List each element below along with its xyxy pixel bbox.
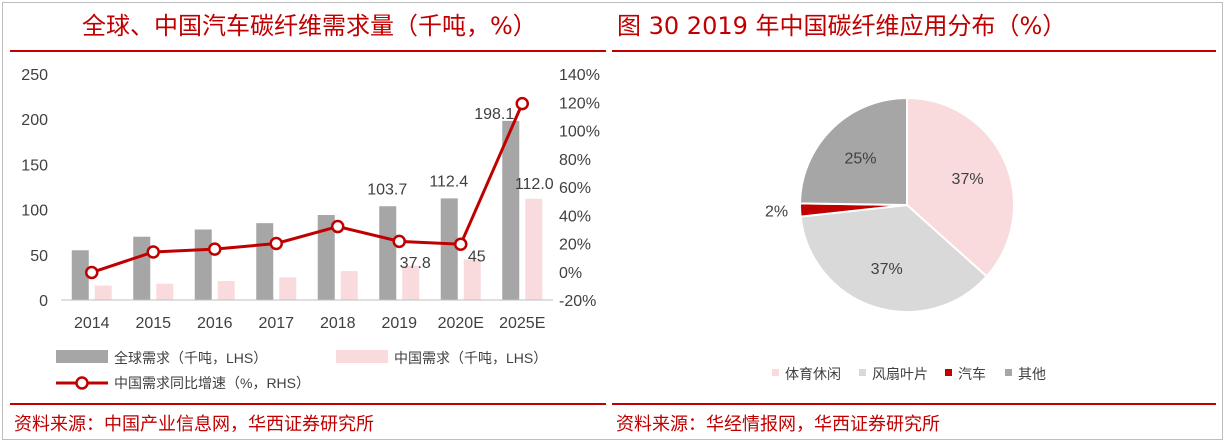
left-axis-tick-label: 50: [30, 248, 48, 265]
global-demand-bar: [194, 229, 212, 300]
x-axis-tick-label: 2015: [135, 315, 171, 332]
pie-slice-label: 37%: [871, 261, 903, 278]
legend-china-label: 中国需求（千吨，LHS）: [394, 350, 547, 366]
left-axis-tick-label: 100: [21, 203, 48, 220]
right-source-rule: [612, 403, 1216, 405]
pie-legend-label: 其他: [1018, 366, 1046, 382]
right-axis-tick-label: 140%: [559, 67, 600, 84]
global-demand-bar: [502, 120, 520, 300]
global-demand-bar: [440, 198, 458, 300]
global-demand-bar: [256, 223, 274, 300]
pie-legend-label: 体育休闲: [785, 366, 841, 382]
pie-slice-label: 37%: [952, 171, 984, 188]
right-axis-tick-label: 80%: [559, 152, 591, 169]
growth-rate-point: [331, 219, 345, 234]
growth-rate-point: [269, 236, 283, 251]
china-demand-bar: [279, 277, 297, 300]
pie-slice: [799, 203, 989, 313]
growth-rate-point: [515, 96, 529, 111]
left-source-rule: [10, 403, 606, 405]
china-demand-data-label: 45: [468, 248, 486, 265]
china-demand-bar: [94, 285, 112, 300]
left-panel-title: 全球、中国汽车碳纤维需求量（千吨，%）: [82, 12, 537, 40]
global-demand-bar: [317, 215, 335, 300]
right-axis-tick-label: 20%: [559, 237, 591, 254]
global-demand-bar: [379, 206, 397, 300]
x-axis-tick-label: 2025E: [499, 315, 545, 332]
global-demand-data-label: 198.1: [474, 106, 514, 123]
legend-global-swatch: [56, 350, 108, 363]
left-axis-tick-label: 150: [21, 157, 48, 174]
legend-china-swatch: [336, 350, 388, 363]
growth-rate-line: [91, 103, 524, 274]
right-axis-tick-label: 0%: [559, 265, 582, 282]
china-demand-bar: [217, 281, 235, 300]
x-axis-tick-label: 2017: [258, 315, 294, 332]
global-demand-bar: [71, 250, 89, 300]
right-axis-tick-label: 40%: [559, 208, 591, 225]
pie-slice: [906, 96, 1015, 278]
right-axis-tick-label: -20%: [559, 293, 596, 310]
global-demand-bar: [133, 236, 151, 300]
left-source-note: 资料来源：中国产业信息网，华西证券研究所: [14, 414, 374, 435]
global-demand-data-label: 103.7: [367, 181, 407, 198]
china-demand-bar: [402, 265, 420, 300]
left-axis-tick-label: 0: [39, 293, 48, 310]
pie-legend-swatch: [859, 369, 866, 376]
china-demand-bar: [340, 271, 358, 300]
legend-growth-marker: [75, 376, 89, 390]
pie-slice: [798, 96, 908, 207]
x-axis-tick-label: 2019: [381, 315, 417, 332]
right-panel-title: 图 30 2019 年中国碳纤维应用分布（%）: [617, 12, 1067, 40]
right-axis-tick-label: 60%: [559, 180, 591, 197]
china-demand-bar: [463, 259, 481, 300]
china-demand-data-label: 112.0: [515, 176, 554, 193]
growth-rate-point: [454, 237, 468, 251]
growth-rate-point: [392, 234, 406, 249]
pie-legend-swatch: [772, 369, 779, 376]
x-axis-tick-label: 2018: [320, 315, 356, 332]
pie-legend-swatch: [945, 369, 952, 376]
right-axis-tick-label: 120%: [559, 95, 600, 112]
right-title-rule: [612, 50, 1216, 52]
pie-slice-label: 2%: [765, 204, 788, 221]
growth-rate-point: [85, 265, 99, 280]
pie-slice-label: 25%: [844, 151, 876, 168]
legend-global-label: 全球需求（千吨，LHS）: [114, 350, 267, 366]
right-source-note: 资料来源：华经情报网，华西证券研究所: [616, 414, 940, 435]
pie-legend-label: 汽车: [958, 366, 986, 382]
x-axis-tick-label: 2016: [197, 315, 233, 332]
left-axis-tick-label: 250: [21, 67, 48, 84]
legend-growth-label: 中国需求同比增速（%，RHS）: [114, 375, 310, 391]
china-demand-bar: [156, 283, 174, 300]
demand-combo-chart: 0 50 100 150 200 250 -20% 0% 20% 40% 60% 80% 100% 12…: [21, 67, 600, 391]
left-axis-tick-label: 200: [21, 112, 48, 129]
pie-legend-label: 风扇叶片: [872, 366, 928, 382]
growth-rate-point: [146, 245, 160, 259]
x-axis-tick-label: 2014: [74, 315, 110, 332]
right-axis-tick-label: 100%: [559, 124, 600, 141]
growth-rate-point: [208, 242, 222, 256]
application-pie-chart: 37% 37% 2% 25% 体育休闲 风扇叶片 汽车 其他: [765, 96, 1046, 382]
global-demand-data-label: 112.4: [429, 173, 468, 190]
china-demand-bar: [525, 198, 543, 300]
left-title-rule: [10, 50, 606, 52]
china-demand-data-label: 37.8: [400, 255, 431, 272]
x-axis-tick-label: 2020E: [438, 315, 484, 332]
pie-legend-swatch: [1005, 369, 1012, 376]
